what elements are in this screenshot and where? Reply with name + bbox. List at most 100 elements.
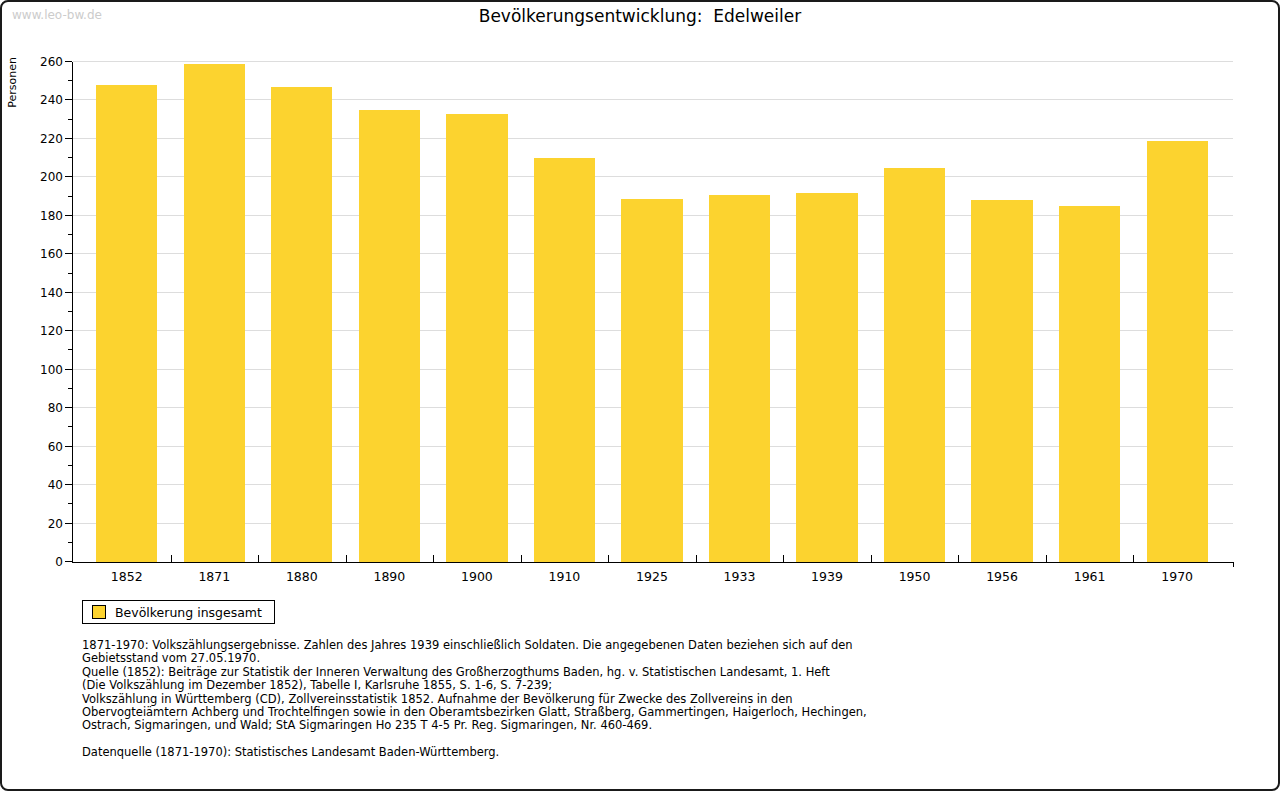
bar-slot: 1871: [171, 62, 259, 562]
bar-slot: 1900: [433, 62, 521, 562]
y-axis-minor-tick: [68, 503, 72, 504]
y-axis-major-tick: [65, 215, 72, 216]
x-axis-tick: [871, 555, 872, 562]
bar-slot: 1890: [346, 62, 434, 562]
y-axis-major-tick: [65, 330, 72, 331]
bar-1880: [271, 87, 332, 562]
y-axis-minor-tick: [68, 465, 72, 466]
x-axis-tick: [171, 555, 172, 562]
y-axis-minor-tick: [68, 311, 72, 312]
bar-1890: [359, 110, 420, 562]
footnotes: 1871-1970: Volkszählungsergebnisse. Zahl…: [82, 639, 867, 733]
y-axis-minor-tick: [68, 388, 72, 389]
y-axis-major-tick: [65, 561, 72, 562]
legend-swatch: [92, 605, 106, 619]
x-axis-label: 1852: [83, 569, 171, 584]
y-axis-tick-label: 160: [13, 247, 63, 261]
footnote-line: Quelle (1852): Beiträge zur Statistik de…: [82, 666, 867, 679]
y-axis-tick-label: 140: [13, 286, 63, 300]
y-axis-major-tick: [65, 407, 72, 408]
y-axis-minor-tick: [68, 80, 72, 81]
x-axis-label: 1880: [258, 569, 346, 584]
bar-1910: [534, 158, 595, 562]
y-axis-tick-label: 40: [13, 478, 63, 492]
y-axis-tick-label: 0: [13, 555, 63, 569]
x-axis-tick: [958, 555, 959, 562]
x-axis-label: 1871: [171, 569, 259, 584]
y-axis-major-tick: [65, 484, 72, 485]
x-axis-label: 1939: [783, 569, 871, 584]
datasource-line: Datenquelle (1871-1970): Statistisches L…: [82, 745, 499, 759]
bar-slot: 1970: [1133, 62, 1221, 562]
legend-label: Bevölkerung insgesamt: [115, 605, 262, 620]
x-axis-label: 1910: [521, 569, 609, 584]
x-axis-label: 1950: [871, 569, 959, 584]
footnote-line: (Die Volkszählung im Dezember 1852), Tab…: [82, 679, 867, 692]
x-axis-tick: [608, 555, 609, 562]
y-axis-minor-tick: [68, 426, 72, 427]
y-axis-major-tick: [65, 253, 72, 254]
y-axis-major-tick: [65, 369, 72, 370]
y-axis-minor-tick: [68, 119, 72, 120]
x-axis-tick: [521, 555, 522, 562]
x-axis-tick: [783, 555, 784, 562]
y-axis-minor-tick: [68, 273, 72, 274]
y-axis-tick-label: 120: [13, 324, 63, 338]
x-axis-tick: [696, 555, 697, 562]
y-axis-tick-label: 60: [13, 440, 63, 454]
x-axis-label: 1890: [346, 569, 434, 584]
y-axis-tick-label: 220: [13, 132, 63, 146]
y-axis-major-tick: [65, 523, 72, 524]
bar-slot: 1950: [871, 62, 959, 562]
y-axis-major-tick: [65, 446, 72, 447]
x-axis-tick: [258, 555, 259, 562]
x-axis-label: 1900: [433, 569, 521, 584]
bar-1970: [1147, 141, 1208, 562]
bar-1950: [884, 168, 945, 562]
y-axis-major-tick: [65, 176, 72, 177]
footnote-line: Obervogteiämtern Achberg und Trochtelfin…: [82, 706, 867, 719]
bar-1871: [184, 64, 245, 562]
bar-1925: [621, 199, 682, 562]
bar-slot: 1961: [1046, 62, 1134, 562]
bar-slot: 1956: [958, 62, 1046, 562]
x-axis-tick: [346, 555, 347, 562]
y-axis-major-tick: [65, 99, 72, 100]
y-axis-minor-tick: [68, 157, 72, 158]
y-axis-tick-label: 180: [13, 209, 63, 223]
x-axis-label: 1956: [958, 569, 1046, 584]
x-axis-label: 1933: [696, 569, 784, 584]
bar-1939: [796, 193, 857, 562]
y-axis-tick-label: 240: [13, 93, 63, 107]
y-axis-minor-tick: [68, 234, 72, 235]
legend: Bevölkerung insgesamt: [82, 600, 275, 624]
y-axis-minor-tick: [68, 196, 72, 197]
x-axis-tick: [1046, 555, 1047, 562]
bar-slot: 1852: [83, 62, 171, 562]
bar-slot: 1939: [783, 62, 871, 562]
bar-1852: [96, 85, 157, 562]
bar-slot: 1925: [608, 62, 696, 562]
y-axis-tick-label: 260: [13, 55, 63, 69]
chart-page: www.leo-bw.de Bevölkerungsentwicklung: E…: [0, 0, 1280, 791]
footnote-line: Volkszählung in Württemberg (CD), Zollve…: [82, 693, 867, 706]
y-axis-tick-label: 200: [13, 170, 63, 184]
y-axis-minor-tick: [68, 349, 72, 350]
y-axis-major-tick: [65, 138, 72, 139]
footnote-line: Gebietsstand vom 27.05.1970.: [82, 652, 867, 665]
y-axis-tick-label: 20: [13, 517, 63, 531]
bar-slot: 1880: [258, 62, 346, 562]
bars-row: 1852187118801890190019101925193319391950…: [83, 62, 1221, 562]
y-axis-minor-tick: [68, 542, 72, 543]
x-axis-label: 1961: [1046, 569, 1134, 584]
y-axis-tick-label: 80: [13, 401, 63, 415]
x-axis-tick: [433, 555, 434, 562]
page-title: Bevölkerungsentwicklung: Edelweiler: [2, 6, 1278, 26]
y-axis-tick-label: 100: [13, 363, 63, 377]
bar-1956: [971, 200, 1032, 562]
y-axis-major-tick: [65, 292, 72, 293]
footnote-line: 1871-1970: Volkszählungsergebnisse. Zahl…: [82, 639, 867, 652]
bar-slot: 1933: [696, 62, 784, 562]
bar-1900: [446, 114, 507, 562]
bar-1961: [1059, 206, 1120, 562]
